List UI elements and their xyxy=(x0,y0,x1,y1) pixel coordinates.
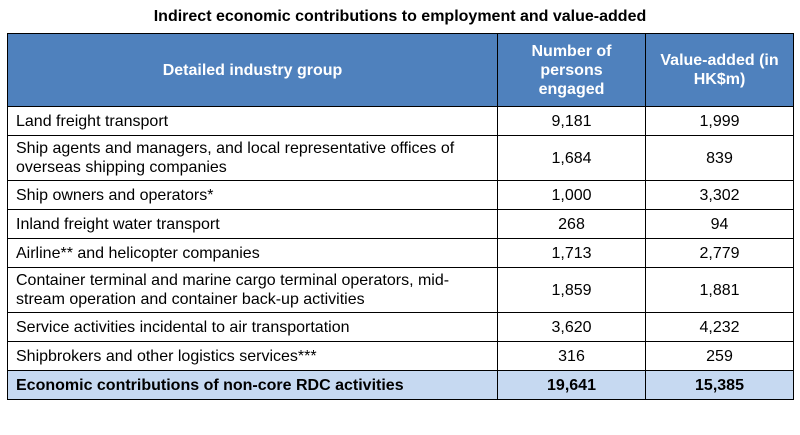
persons-engaged-cell: 316 xyxy=(497,341,646,371)
value-added-cell: 3,302 xyxy=(645,180,794,210)
value-added-cell: 1,999 xyxy=(645,106,794,136)
industry-group-cell: Shipbrokers and other logistics services… xyxy=(7,341,498,371)
industry-group-cell: Ship owners and operators* xyxy=(7,180,498,210)
table-row: Container terminal and marine cargo term… xyxy=(7,267,794,313)
persons-engaged-cell: 1,859 xyxy=(497,267,646,313)
persons-engaged-cell: 1,684 xyxy=(497,135,646,181)
value-added-cell: 2,779 xyxy=(645,238,794,268)
value-added-cell: 839 xyxy=(645,135,794,181)
total-value-added-cell: 15,385 xyxy=(645,370,794,400)
value-added-cell: 1,881 xyxy=(645,267,794,313)
value-added-cell: 4,232 xyxy=(645,312,794,342)
column-header-industry-group: Detailed industry group xyxy=(7,33,498,107)
industry-group-cell: Airline** and helicopter companies xyxy=(7,238,498,268)
header-row: Detailed industry group Number of person… xyxy=(7,33,794,107)
total-label-cell: Economic contributions of non-core RDC a… xyxy=(7,370,498,400)
industry-group-cell: Container terminal and marine cargo term… xyxy=(7,267,498,313)
persons-engaged-cell: 9,181 xyxy=(497,106,646,136)
column-header-value-added: Value-added (in HK$m) xyxy=(645,33,794,107)
total-row: Economic contributions of non-core RDC a… xyxy=(7,370,794,400)
table-row: Land freight transport 9,181 1,999 xyxy=(7,106,794,136)
industry-table: Detailed industry group Number of person… xyxy=(7,33,794,400)
value-added-cell: 259 xyxy=(645,341,794,371)
industry-group-cell: Ship agents and managers, and local repr… xyxy=(7,135,498,181)
industry-group-cell: Inland freight water transport xyxy=(7,209,498,239)
column-header-persons-engaged: Number of persons engaged xyxy=(497,33,646,107)
value-added-cell: 94 xyxy=(645,209,794,239)
industry-group-cell: Service activities incidental to air tra… xyxy=(7,312,498,342)
persons-engaged-cell: 1,000 xyxy=(497,180,646,210)
table-row: Shipbrokers and other logistics services… xyxy=(7,341,794,371)
table-row: Ship owners and operators* 1,000 3,302 xyxy=(7,180,794,210)
persons-engaged-cell: 3,620 xyxy=(497,312,646,342)
table-title: Indirect economic contributions to emplo… xyxy=(153,8,647,25)
table-row: Ship agents and managers, and local repr… xyxy=(7,135,794,181)
table-row: Inland freight water transport 268 94 xyxy=(7,209,794,239)
table-row: Airline** and helicopter companies 1,713… xyxy=(7,238,794,268)
persons-engaged-cell: 268 xyxy=(497,209,646,239)
industry-group-cell: Land freight transport xyxy=(7,106,498,136)
table-row: Service activities incidental to air tra… xyxy=(7,312,794,342)
persons-engaged-cell: 1,713 xyxy=(497,238,646,268)
total-persons-engaged-cell: 19,641 xyxy=(497,370,646,400)
